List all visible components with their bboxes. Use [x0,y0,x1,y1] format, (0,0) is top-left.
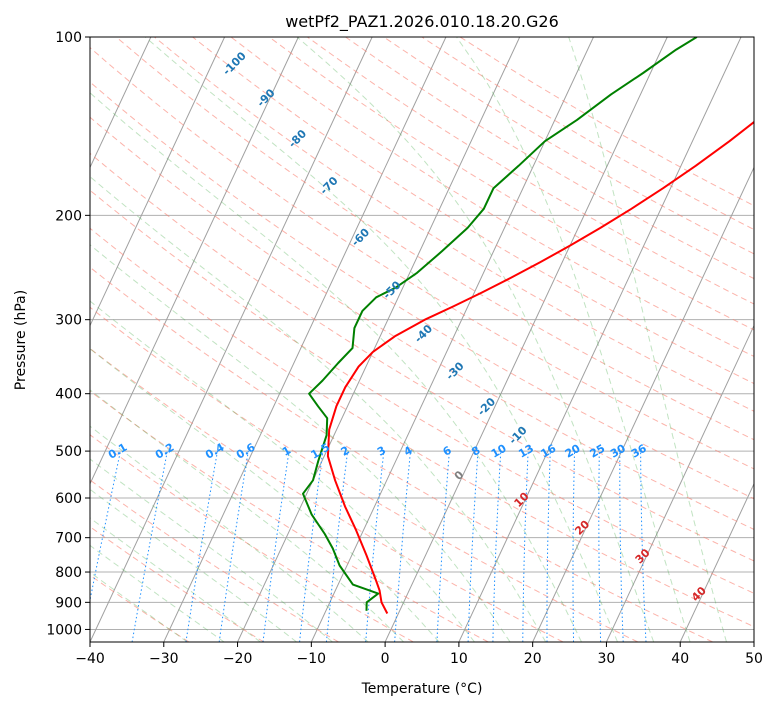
isotherm-20 [532,166,754,642]
mixing-ratio-line-2 [325,451,349,642]
moist-adiabat-30 [144,37,618,642]
plot-frame [89,36,755,643]
dry-adiabat-70 [90,152,754,562]
y-tick-label: 400 [55,387,82,403]
dry-adiabat-10 [90,390,489,642]
mixing-ratio-line-4 [394,451,411,642]
x-axis-label: Temperature (°C) [361,681,483,697]
mixing-ratio-line-1.5 [299,451,324,642]
y-tick-label: 900 [55,595,82,611]
x-tick-label: 50 [745,651,763,667]
isotherm-40 [679,482,754,642]
x-tick-label: −20 [223,651,253,667]
y-tick-label: 200 [55,208,82,224]
isotherm--60 [90,37,226,327]
isotherm--30 [163,37,447,642]
x-tick-label: −40 [75,651,105,667]
moist-adiabat--30 [90,571,188,642]
y-tick-label: 100 [55,30,82,46]
y-tick-label: 500 [55,444,82,460]
moist-adiabat-40 [456,37,691,642]
moist-adiabat-25 [90,92,582,642]
x-tick-label: 10 [450,651,468,667]
isotherm--40 [90,37,373,642]
x-tick-label: 40 [671,651,689,667]
x-tick-label: 30 [597,651,615,667]
axes: −40 −30 −20 −10 0 10 20 30 40 50 100 200 300 400 500 60… [46,30,763,667]
moist-adiabat-0 [90,389,404,642]
isotherm--20 [237,37,521,642]
x-tick-label: 0 [381,651,390,667]
y-tick-label: 1000 [46,622,82,638]
isotherm-0 [384,37,668,642]
y-tick-label: 600 [55,491,82,507]
dry-adiabat-20 [90,347,564,642]
x-tick-label: −10 [297,651,327,667]
moist-adiabat-20 [90,176,547,642]
moist-adiabat-45 [568,37,727,642]
dry-adiabat-120 [154,37,754,412]
dry-adiabat-90 [90,81,754,500]
moist-adiabat--20 [90,517,261,642]
dry-adiabat-30 [90,306,639,642]
dry-adiabat--10 [90,479,339,642]
dry-adiabat-160 [307,37,754,305]
isotherm--50 [90,37,299,485]
x-tick-label: 20 [524,651,542,667]
y-tick-label: 800 [55,565,82,581]
mixing-ratio-line-1 [262,451,290,642]
moist-adiabat-10 [90,300,475,642]
dry-adiabat-130 [192,37,754,385]
dewpoint-line [302,37,698,611]
moist-adiabat--5 [90,425,369,642]
y-tick-label: 700 [55,531,82,547]
moist-adiabat-15 [90,244,511,642]
moist-adiabat--25 [90,544,225,642]
isotherm-10 [458,37,742,642]
mixing-ratio-line-3 [365,451,385,642]
data-lines [302,37,754,614]
dry-adiabat-0 [90,434,414,642]
x-tick-label: −30 [149,651,179,667]
mixing-ratio-line-0.6 [218,451,249,642]
temperature-line [326,120,754,614]
y-tick-label: 300 [55,313,82,329]
chart-title: wetPf2_PAZ1.2026.010.18.20.G26 [285,12,559,32]
isotherm-30 [605,324,754,642]
y-axis-label: Pressure (hPa) [13,290,29,390]
isotherm--70 [90,37,152,169]
background-lines [90,37,754,642]
dry-adiabat-80 [90,116,754,530]
